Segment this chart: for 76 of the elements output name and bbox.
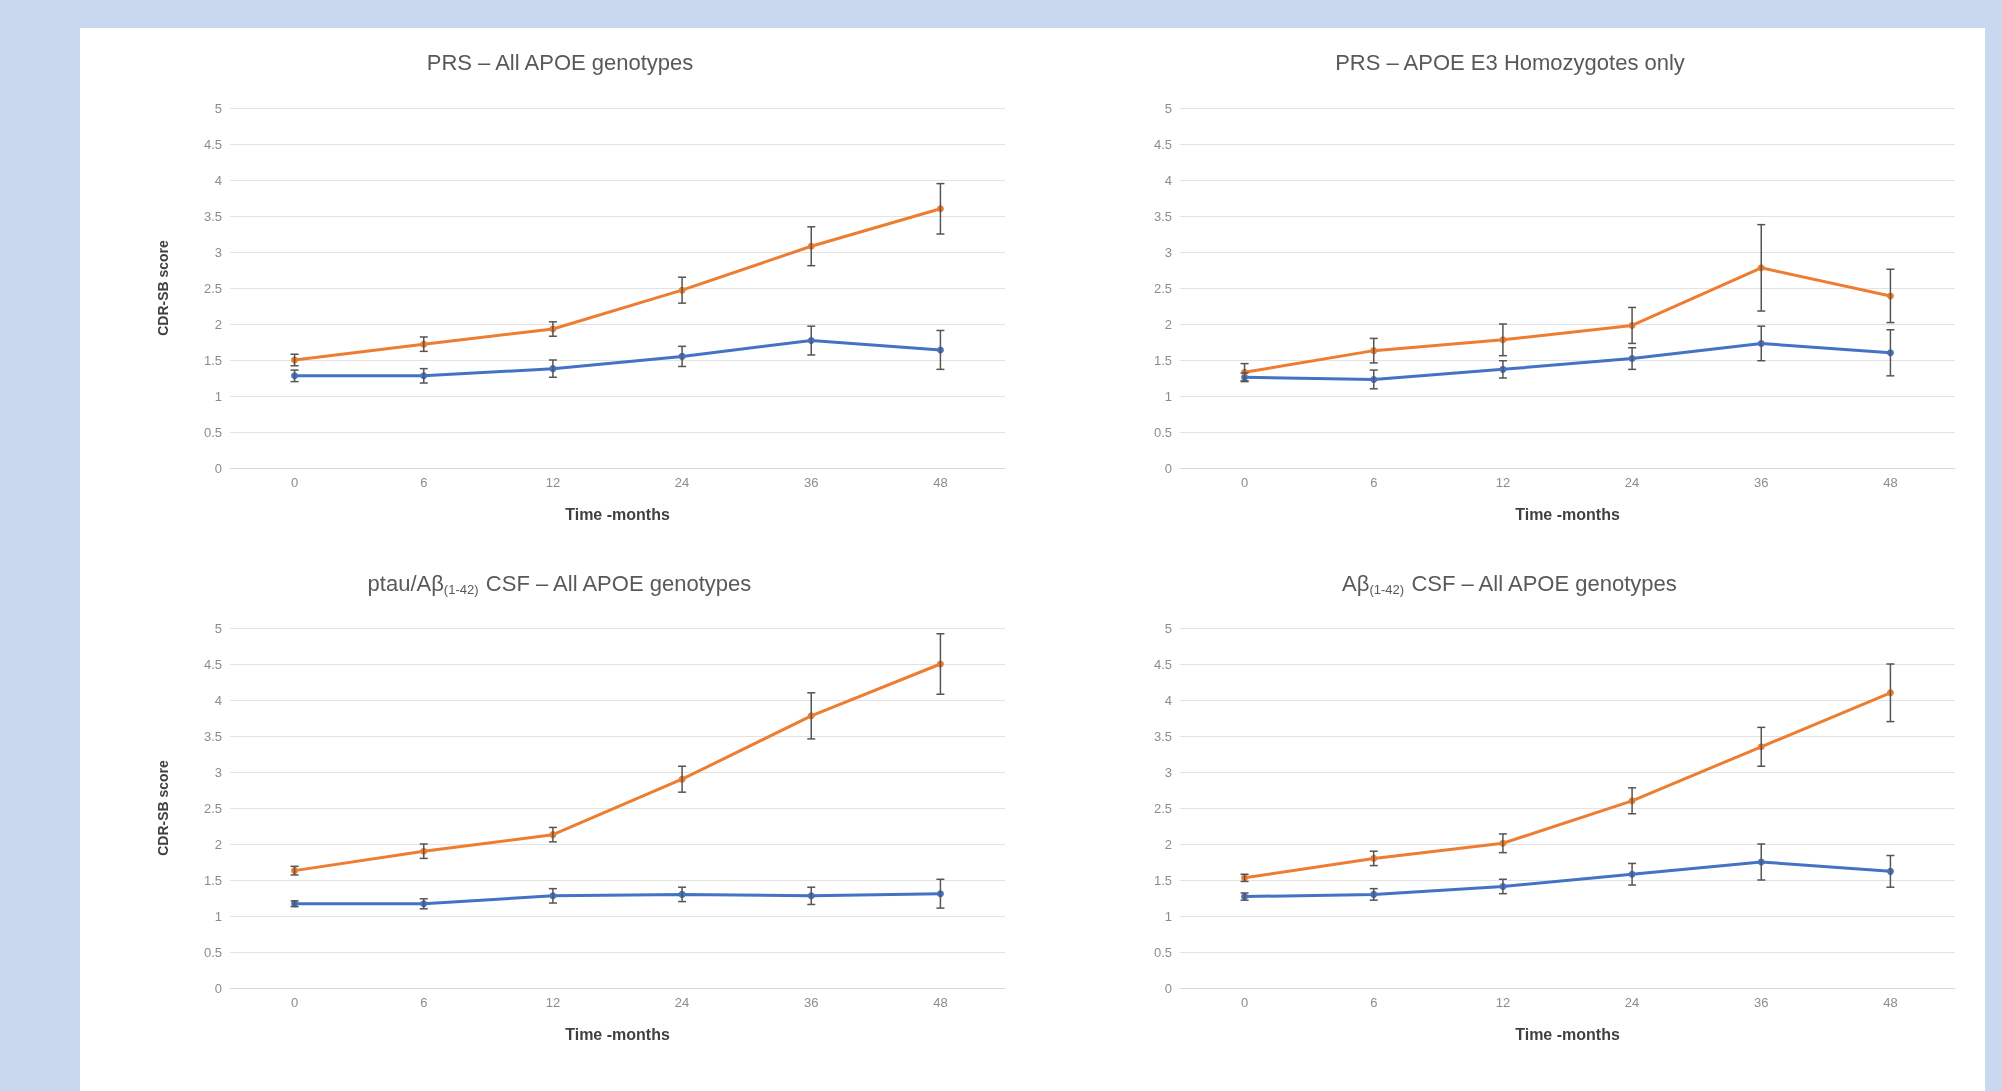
y-tick-label: 3 bbox=[1164, 244, 1172, 260]
y-tick-label: 3 bbox=[1164, 764, 1172, 780]
y-tick-label: 2 bbox=[1164, 316, 1172, 332]
y-tick-label: 3.5 bbox=[203, 728, 222, 744]
y-tick-label: 0.5 bbox=[1153, 424, 1172, 440]
y-tick-label: 1 bbox=[1164, 388, 1172, 404]
y-tick-label: 0.5 bbox=[203, 424, 222, 440]
y-tick-label: 4.5 bbox=[203, 136, 222, 152]
x-tick-label: 36 bbox=[1754, 475, 1769, 490]
x-tick-label: 24 bbox=[1624, 995, 1640, 1010]
y-tick-label: 2.5 bbox=[203, 280, 222, 296]
x-tick-label: 6 bbox=[420, 995, 428, 1010]
y-tick-label: 2 bbox=[1164, 836, 1172, 852]
y-tick-label: 4.5 bbox=[203, 656, 222, 672]
y-tick-label: 2 bbox=[214, 836, 222, 852]
y-tick-label: 1.5 bbox=[203, 872, 222, 888]
y-tick-label: 4 bbox=[214, 172, 222, 188]
y-tick-label: 1.5 bbox=[203, 352, 222, 368]
chart-title: PRS – All APOE genotypes bbox=[426, 49, 694, 75]
y-tick-label: 5 bbox=[1164, 100, 1172, 116]
x-tick-label: 0 bbox=[290, 475, 299, 490]
y-axis-title: CDR-SB score bbox=[155, 759, 171, 856]
y-tick-label: 2 bbox=[214, 316, 222, 332]
x-tick-label: 36 bbox=[1754, 995, 1769, 1010]
x-tick-label: 24 bbox=[1624, 475, 1640, 490]
x-tick-label: 12 bbox=[1495, 475, 1511, 490]
x-tick-label: 0 bbox=[1240, 475, 1249, 490]
y-tick-label: 1 bbox=[214, 388, 222, 404]
x-tick-label: 24 bbox=[674, 475, 690, 490]
y-tick-label: 5 bbox=[1164, 620, 1172, 636]
y-tick-label: 2.5 bbox=[203, 800, 222, 816]
x-tick-label: 48 bbox=[933, 995, 948, 1010]
y-tick-label: 4 bbox=[214, 692, 222, 708]
y-tick-label: 1.5 bbox=[1153, 352, 1172, 368]
x-tick-label: 48 bbox=[1883, 475, 1898, 490]
x-axis-title: Time -months bbox=[1515, 505, 1620, 523]
x-tick-label: 24 bbox=[674, 995, 690, 1010]
x-tick-label: 12 bbox=[545, 995, 561, 1010]
y-tick-label: 0 bbox=[1164, 980, 1172, 996]
x-tick-label: 12 bbox=[545, 475, 561, 490]
x-tick-label: 0 bbox=[1240, 995, 1249, 1010]
x-tick-label: 48 bbox=[1883, 995, 1898, 1010]
x-axis-title: Time -months bbox=[1515, 1025, 1620, 1043]
y-tick-label: 1 bbox=[1164, 908, 1172, 924]
y-tick-label: 2.5 bbox=[1153, 280, 1172, 296]
x-tick-label: 36 bbox=[804, 995, 819, 1010]
x-tick-label: 6 bbox=[1370, 475, 1378, 490]
x-axis-title: Time -months bbox=[565, 1025, 670, 1043]
y-tick-label: 3.5 bbox=[1153, 208, 1172, 224]
y-tick-label: 3.5 bbox=[203, 208, 222, 224]
y-axis-title: CDR-SB score bbox=[155, 239, 171, 336]
chart-title: PRS – APOE E3 Homozygotes only bbox=[1335, 49, 1685, 75]
y-tick-label: 2.5 bbox=[1153, 800, 1172, 816]
x-tick-label: 36 bbox=[804, 475, 819, 490]
y-tick-label: 0.5 bbox=[1153, 944, 1172, 960]
y-tick-label: 4 bbox=[1164, 692, 1172, 708]
y-tick-label: 0 bbox=[214, 980, 222, 996]
y-tick-label: 1.5 bbox=[1153, 872, 1172, 888]
y-tick-label: 5 bbox=[214, 620, 222, 636]
x-tick-label: 6 bbox=[420, 475, 428, 490]
y-tick-label: 3 bbox=[214, 244, 222, 260]
y-tick-label: 0 bbox=[214, 460, 222, 476]
x-axis-title: Time -months bbox=[565, 505, 670, 523]
y-tick-label: 0 bbox=[1164, 460, 1172, 476]
y-tick-label: 4.5 bbox=[1153, 136, 1172, 152]
y-tick-label: 5 bbox=[214, 100, 222, 116]
y-tick-label: 0.5 bbox=[203, 944, 222, 960]
x-tick-label: 12 bbox=[1495, 995, 1511, 1010]
y-tick-label: 3.5 bbox=[1153, 728, 1172, 744]
y-tick-label: 4 bbox=[1164, 172, 1172, 188]
x-tick-label: 0 bbox=[290, 995, 299, 1010]
x-tick-label: 6 bbox=[1370, 995, 1378, 1010]
y-tick-label: 1 bbox=[214, 908, 222, 924]
x-tick-label: 48 bbox=[933, 475, 948, 490]
y-tick-label: 4.5 bbox=[1153, 656, 1172, 672]
y-tick-label: 3 bbox=[214, 764, 222, 780]
